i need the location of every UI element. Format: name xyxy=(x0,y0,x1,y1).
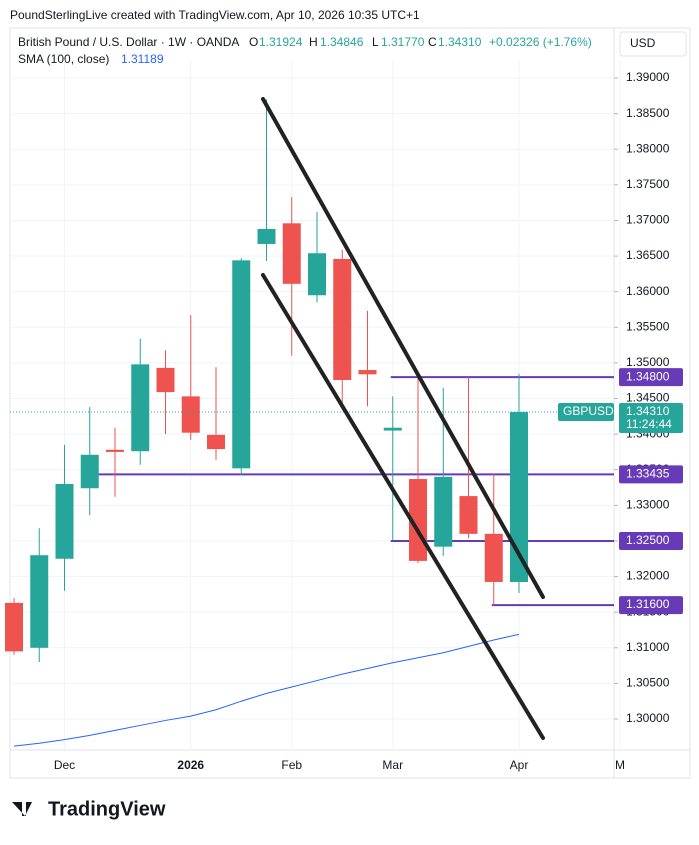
level-tag xyxy=(619,368,683,387)
level-tag xyxy=(619,596,683,615)
close-value: 1.34310 xyxy=(438,35,482,49)
x-tick-label: Mar xyxy=(382,758,403,772)
body xyxy=(484,533,503,582)
low-value: 1.31770 xyxy=(381,35,425,49)
body xyxy=(30,555,49,648)
body xyxy=(358,370,377,375)
y-tick-label: 1.38000 xyxy=(626,141,670,155)
symbol: GBPUSD xyxy=(563,404,614,418)
sma-line xyxy=(13,633,520,747)
instrument: British Pound / U.S. Dollar · 1W · OANDA xyxy=(18,35,239,49)
l-label: L xyxy=(372,35,379,49)
h-label: H xyxy=(309,35,318,49)
open-value: 1.31924 xyxy=(259,35,303,49)
x-tick-label: Feb xyxy=(281,758,302,772)
logo-mark xyxy=(12,802,32,816)
level-tag xyxy=(619,531,683,550)
y-tick-label: 1.36500 xyxy=(626,248,670,262)
x-tick-label: Apr xyxy=(510,758,529,772)
body xyxy=(282,223,301,284)
body xyxy=(156,367,175,393)
body xyxy=(232,260,251,469)
y-tick-label: 1.30000 xyxy=(626,711,670,725)
level-tag xyxy=(619,465,683,484)
body xyxy=(5,602,23,652)
y-tick-label: 1.35000 xyxy=(626,355,670,369)
x-tick-label: Dec xyxy=(54,758,75,772)
body xyxy=(80,454,99,489)
body xyxy=(131,364,150,452)
level-label: 1.31600 xyxy=(626,597,670,611)
countdown: 11:24:44 xyxy=(626,417,672,431)
x-tick-label: M xyxy=(615,758,625,772)
level-label: 1.33435 xyxy=(626,467,670,481)
level-label: 1.32500 xyxy=(626,533,670,547)
c-label: C xyxy=(428,35,437,49)
currency-button[interactable] xyxy=(619,31,687,57)
trend-line xyxy=(261,97,545,599)
last-price-label: 1.34310 xyxy=(626,404,670,418)
header: PoundSterlingLive created with TradingVi… xyxy=(10,8,420,22)
o-label: O xyxy=(249,35,258,49)
body xyxy=(308,253,326,296)
y-tick-label: 1.33000 xyxy=(626,498,670,512)
y-tick-label: 1.31000 xyxy=(626,640,670,654)
change: +0.02326 (+1.76%) xyxy=(489,35,592,49)
last-price-tag xyxy=(619,403,683,434)
body xyxy=(434,476,453,547)
body xyxy=(510,412,528,582)
y-tick-label: 1.37500 xyxy=(626,177,670,191)
high-value: 1.34846 xyxy=(320,35,364,49)
y-tick-label: 1.35500 xyxy=(626,319,670,333)
trend-line xyxy=(261,273,545,740)
y-tick-label: 1.37000 xyxy=(626,213,670,227)
sma-name: SMA (100, close) xyxy=(18,52,109,66)
x-tick-label: 2026 xyxy=(177,758,204,772)
body xyxy=(207,434,225,450)
body xyxy=(106,449,124,452)
y-tick-label: 1.30500 xyxy=(626,676,670,690)
body xyxy=(459,496,478,534)
body xyxy=(383,427,402,431)
body xyxy=(333,258,352,381)
brand: TradingView xyxy=(48,798,166,820)
symbol-tag xyxy=(558,403,614,422)
currency[interactable]: USD xyxy=(630,36,656,50)
frame xyxy=(9,27,691,779)
y-tick-label: 1.32000 xyxy=(626,569,670,583)
body xyxy=(55,483,74,559)
y-tick-label: 1.34500 xyxy=(626,391,670,405)
body xyxy=(257,229,276,244)
level-label: 1.34800 xyxy=(626,369,670,383)
legend: British Pound / U.S. Dollar · 1W · OANDA… xyxy=(18,35,592,66)
y-tick-label: 1.39000 xyxy=(626,70,670,84)
sma-value: 1.31189 xyxy=(121,52,164,66)
body xyxy=(181,396,200,433)
y-tick-label: 1.36000 xyxy=(626,284,670,298)
y-tick-label: 1.38500 xyxy=(626,106,670,120)
